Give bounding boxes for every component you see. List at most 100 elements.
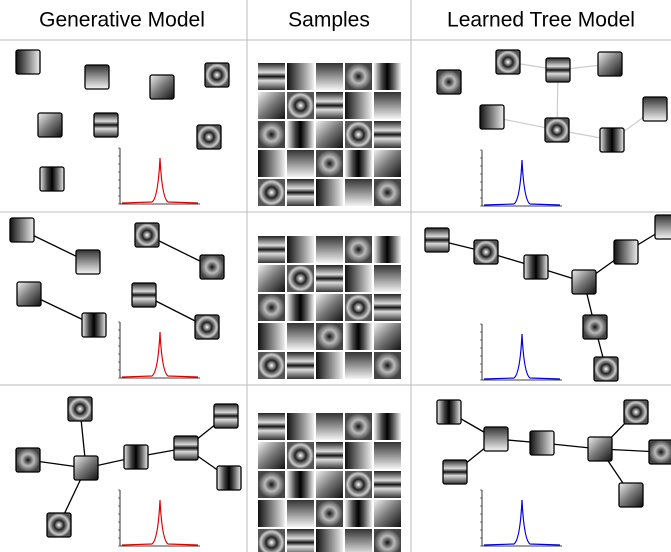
- filter-patch: [546, 58, 570, 82]
- sample-patch: [316, 323, 343, 350]
- filter-patch: [17, 282, 41, 306]
- filter-patch: [443, 460, 467, 484]
- sample-patch: [287, 352, 314, 379]
- filter-patch: [425, 228, 449, 252]
- sample-patch: [287, 150, 314, 177]
- column-header: Generative Model: [39, 9, 205, 32]
- filter-patch: [47, 513, 71, 537]
- sample-patch: [258, 413, 285, 440]
- filter-patch: [124, 445, 148, 469]
- sample-patch: [345, 236, 372, 263]
- filter-patch: [594, 357, 618, 381]
- filter-patch: [598, 52, 622, 76]
- filter-patch: [132, 283, 156, 307]
- filter-patch: [74, 456, 98, 480]
- sample-patch: [316, 471, 343, 498]
- sample-patch: [258, 265, 285, 292]
- sample-patch: [374, 150, 401, 177]
- filter-patch: [545, 118, 569, 142]
- sample-patch: [287, 323, 314, 350]
- sample-patch: [316, 413, 343, 440]
- plot-curve: [484, 500, 560, 545]
- sample-patch: [287, 265, 314, 292]
- filter-patch: [643, 97, 667, 121]
- sample-patch: [258, 471, 285, 498]
- filter-patch: [530, 431, 554, 455]
- sample-patch: [316, 121, 343, 148]
- sample-patch: [345, 179, 372, 206]
- sample-patch: [287, 236, 314, 263]
- filter-patch: [195, 315, 219, 339]
- sample-patch: [345, 265, 372, 292]
- sample-patch: [345, 92, 372, 119]
- filter-patch: [94, 113, 118, 137]
- sample-patch: [316, 294, 343, 321]
- sample-patch: [258, 442, 285, 469]
- sample-patch: [345, 471, 372, 498]
- filter-patch: [437, 400, 461, 424]
- filter-patch: [76, 250, 100, 274]
- filter-patch: [496, 50, 520, 74]
- filter-patch: [85, 65, 109, 89]
- sample-patch: [345, 500, 372, 527]
- filter-patch: [649, 440, 671, 464]
- filter-patch: [572, 270, 596, 294]
- plot-curve: [122, 158, 198, 203]
- filter-patch: [150, 75, 174, 99]
- sample-patch: [287, 63, 314, 90]
- sample-patch: [374, 294, 401, 321]
- sample-patch: [374, 179, 401, 206]
- filter-patch: [200, 255, 224, 279]
- sample-patch: [374, 121, 401, 148]
- sample-patch: [316, 92, 343, 119]
- filter-patch: [600, 128, 624, 152]
- sample-patch: [258, 500, 285, 527]
- sample-patch: [374, 413, 401, 440]
- sample-patch: [316, 442, 343, 469]
- sample-patch: [258, 150, 285, 177]
- sample-patch: [258, 63, 285, 90]
- plot-curve: [122, 500, 198, 545]
- sample-patch: [316, 500, 343, 527]
- sample-patch: [316, 352, 343, 379]
- sample-patch: [287, 529, 314, 552]
- filter-patch: [437, 70, 461, 94]
- filter-patch: [82, 313, 106, 337]
- filter-patch: [174, 436, 198, 460]
- filter-patch: [655, 215, 671, 239]
- filter-patch: [588, 437, 612, 461]
- sample-patch: [258, 236, 285, 263]
- sample-patch: [345, 63, 372, 90]
- sample-patch: [345, 529, 372, 552]
- sample-patch: [287, 179, 314, 206]
- sample-patch: [374, 442, 401, 469]
- filter-patch: [38, 113, 62, 137]
- sample-patch: [258, 121, 285, 148]
- plot-curve: [484, 160, 560, 205]
- plot-curve: [484, 334, 560, 379]
- sample-patch: [287, 92, 314, 119]
- sample-patch: [287, 500, 314, 527]
- column-header: Learned Tree Model: [447, 9, 635, 32]
- sample-patch: [374, 500, 401, 527]
- sample-patch: [316, 150, 343, 177]
- filter-patch: [40, 167, 64, 191]
- sample-patch: [345, 294, 372, 321]
- filter-patch: [205, 63, 229, 87]
- figure: Generative Model Samples Learned Tree Mo…: [0, 0, 671, 552]
- sample-patch: [258, 529, 285, 552]
- sample-patch: [345, 413, 372, 440]
- sample-patch: [316, 265, 343, 292]
- sample-patch: [345, 442, 372, 469]
- column-header: Samples: [288, 9, 370, 32]
- sample-patch: [374, 352, 401, 379]
- sample-patch: [258, 323, 285, 350]
- filter-patch: [214, 404, 238, 428]
- filter-patch: [524, 255, 548, 279]
- sample-patch: [316, 179, 343, 206]
- sample-patch: [374, 323, 401, 350]
- plot-curve: [122, 332, 198, 377]
- sample-patch: [287, 121, 314, 148]
- filter-patch: [474, 240, 498, 264]
- sample-patch: [258, 352, 285, 379]
